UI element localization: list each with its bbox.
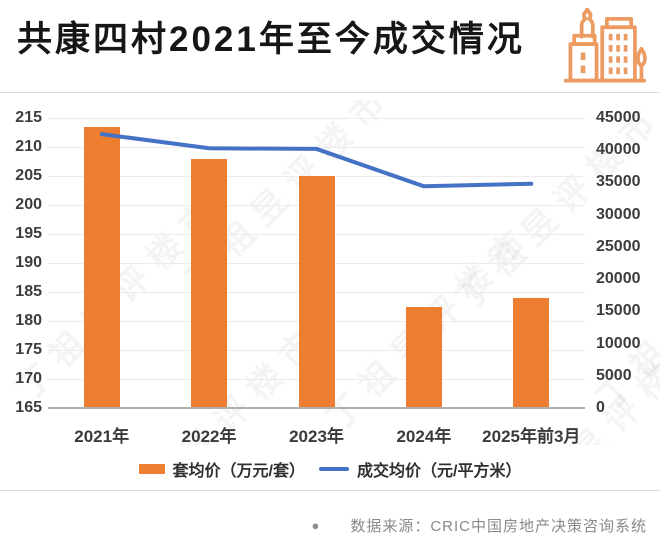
building-windows — [580, 33, 628, 75]
left-axis-tick: 175 — [15, 341, 42, 358]
city-buildings-icon — [563, 7, 647, 83]
bar — [513, 297, 550, 407]
left-axis-tick: 185 — [15, 283, 42, 300]
left-axis-tick: 215 — [15, 109, 42, 126]
line-series-swatch — [319, 467, 349, 471]
left-axis-tick: 205 — [15, 167, 42, 184]
right-axis-tick: 35000 — [596, 173, 641, 191]
combo-chart: 丁祖昱评楼市丁祖昱评楼市丁祖昱评楼市丁祖昱评楼市丁祖昱评楼市丁祖昱评楼市丁祖昱评… — [0, 100, 660, 446]
footer-divider — [0, 490, 660, 491]
left-axis-tick: 210 — [15, 138, 42, 155]
right-axis-tick: 10000 — [596, 334, 641, 352]
legend-label-bar: 套均价（万元/套） — [172, 463, 305, 480]
x-axis-label: 2022年 — [181, 427, 237, 446]
right-axis-tick: 25000 — [596, 237, 641, 255]
page-title: 共康四村2021年至今成交情况 — [17, 20, 525, 59]
legend-item-bar: 套均价（万元/套） — [138, 457, 305, 481]
right-axis-tick: 40000 — [596, 141, 641, 159]
left-axis-tick: 190 — [15, 254, 42, 271]
chart-legend: 套均价（万元/套） 成交均价（元/平方米） — [0, 457, 660, 481]
left-axis-tick: 195 — [15, 225, 42, 242]
bar — [298, 176, 335, 407]
gridline — [48, 118, 585, 119]
x-axis-label: 2025年前3月 — [482, 427, 581, 446]
header-divider — [0, 92, 660, 93]
x-axis-line — [48, 407, 585, 409]
source-text: 数据来源：CRIC中国房地产决策咨询系统 — [350, 518, 647, 535]
right-axis-tick: 20000 — [596, 270, 641, 288]
right-axis-tick: 15000 — [596, 302, 641, 320]
legend-item-line: 成交均价（元/平方米） — [319, 457, 521, 481]
bar — [405, 306, 442, 407]
bar — [83, 126, 120, 407]
left-axis-tick: 165 — [15, 399, 42, 416]
bar-series-swatch — [138, 464, 165, 474]
source-bullet-icon: ● — [311, 518, 321, 533]
gridline — [48, 147, 585, 148]
right-axis-tick: 45000 — [596, 109, 641, 126]
x-axis-label: 2024年 — [396, 427, 452, 446]
right-axis-tick: 0 — [596, 399, 605, 416]
x-axis-label: 2021年 — [74, 427, 130, 446]
legend-label-line: 成交均价（元/平方米） — [357, 463, 522, 480]
right-axis-tick: 30000 — [596, 205, 641, 223]
right-axis-tick: 5000 — [596, 366, 632, 384]
x-axis-label: 2023年 — [289, 427, 344, 446]
left-axis-tick: 200 — [15, 196, 42, 213]
data-source-footer: ● 数据来源：CRIC中国房地产决策咨询系统 — [311, 515, 647, 536]
left-axis-tick: 180 — [15, 312, 42, 329]
bar — [191, 158, 228, 407]
left-axis-tick: 170 — [15, 370, 42, 387]
